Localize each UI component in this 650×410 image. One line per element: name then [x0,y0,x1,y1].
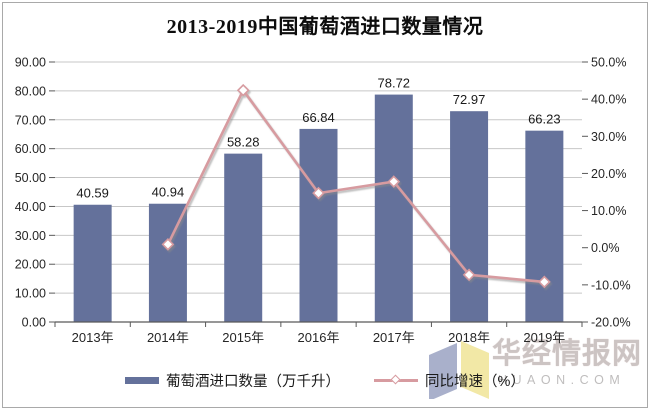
watermark-domain-text: HUAON.COM [497,372,626,387]
line-marker-diamond [538,275,551,289]
right-axis-label: 0.0% [591,241,620,255]
left-axis-label: 10.00 [15,287,46,301]
left-axis-label: 40.00 [15,200,46,214]
x-axis-label: 2015年 [222,330,264,345]
x-axis-label: 2016年 [298,330,340,345]
bar-2016年 [299,128,338,322]
right-axis-label: 40.0% [591,93,626,107]
left-axis-label: 0.00 [22,316,46,330]
bar-2014年 [148,203,187,322]
legend-bar-label: 葡萄酒进口数量（万千升） [166,373,341,390]
right-axis-label: 20.0% [591,167,626,181]
bar-value-label: 72.97 [453,92,486,107]
left-axis-label: 30.00 [15,229,46,243]
line-marker-diamond [161,238,175,251]
bar-value-label: 40.94 [152,185,185,200]
bar-value-label: 66.84 [302,110,335,125]
line-marker-diamond [236,83,250,97]
x-axis-label: 2019年 [523,330,565,345]
line-marker-diamond [312,186,325,200]
watermark-brand-text: 华经情报网 [491,338,642,370]
legend-bar-swatch [125,376,160,384]
x-axis-label: 2017年 [373,330,415,345]
right-axis-label: 30.0% [591,130,626,144]
bar-value-label: 78.72 [378,76,411,91]
cube-left-face [429,343,457,399]
chart-legend: 葡萄酒进口数量（万千升） 同比增速（%） [0,368,650,392]
legend-line-swatch [374,374,419,386]
line-marker-diamond [387,175,401,188]
x-axis-label: 2013年 [72,330,114,345]
watermark: 华经情报网 HUAON.COM [492,337,642,387]
left-axis-label: 20.00 [15,258,46,272]
watermark-cube-logo [429,341,489,399]
left-axis-label: 50.00 [15,171,46,185]
legend-item-bar-series: 葡萄酒进口数量（万千升） [125,370,340,391]
right-axis-label: 50.0% [591,56,626,70]
growth-line [166,87,545,284]
right-axis-label: -20.0% [591,316,631,330]
bar-2019年 [525,130,564,322]
bar-2013年 [73,204,112,322]
chart-title: 2013-2019中国葡萄酒进口数量情况 [166,16,484,38]
legend-diamond-marker [390,374,401,385]
line-marker-diamond [462,268,476,282]
left-axis-label: 70.00 [15,113,46,127]
right-axis-label: -10.0% [591,278,631,292]
bar-value-label: 58.28 [227,135,260,150]
bar-value-label: 40.59 [76,186,109,201]
x-axis-label: 2018年 [448,330,490,345]
left-axis-label: 90.00 [15,56,46,70]
left-axis-label: 80.00 [15,84,46,98]
growth-line-group [161,83,551,289]
bar-value-label: 66.23 [528,112,561,127]
legend-line-label: 同比增速（%） [425,373,525,390]
bar-2017年 [374,94,413,322]
right-axis-label: 10.0% [591,204,626,218]
x-axis-label: 2014年 [147,330,189,345]
cube-right-face [461,341,489,399]
bar-2018年 [450,111,489,322]
legend-item-line-series: 同比增速（%） [374,370,525,391]
left-axis-label: 60.00 [15,142,46,156]
bar-2015年 [224,153,263,322]
